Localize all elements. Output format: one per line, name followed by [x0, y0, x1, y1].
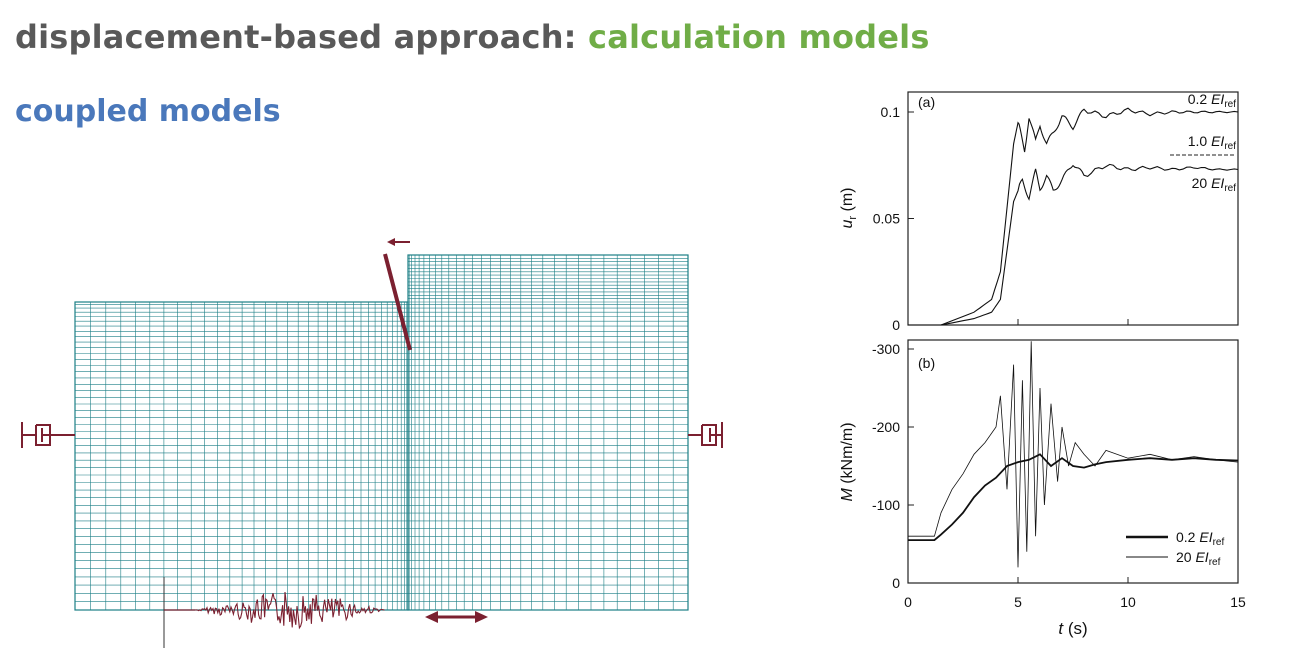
plot-b-ytick-label: -200 — [872, 419, 900, 435]
plot-b-ylabel: M (kNm/m) — [839, 422, 856, 501]
legend-0-num: 0.2 — [1176, 529, 1196, 545]
label-a3-sub: ref — [1224, 183, 1236, 194]
series-label-1.0: 1.0 EIref — [1188, 133, 1236, 152]
page-subtitle: coupled models — [15, 94, 281, 129]
accelerogram-icon — [163, 577, 385, 648]
label-a2-ei: EI — [1211, 133, 1224, 149]
legend-1-num: 20 — [1176, 549, 1192, 565]
plot-a-ytick-label: 0.05 — [873, 211, 900, 227]
plot-b-legend: 0.2 EIref 20 EIref — [1126, 529, 1224, 568]
legend-0-sub: ref — [1213, 537, 1225, 548]
plot-a-line-2 — [908, 163, 1239, 326]
plot-b-x-ticks: 0 5 10 15 — [904, 577, 1246, 610]
legend-label-20: 20 EIref — [1176, 549, 1221, 568]
plot-a-ylabel: ur (m) — [839, 187, 859, 228]
label-a2-num: 1.0 — [1188, 133, 1208, 149]
plot-b-ytick-label: -100 — [872, 497, 900, 513]
plot-a-ylabel-unit: (m) — [839, 187, 856, 215]
plot-b-line-0 — [908, 453, 1239, 541]
legend-0-ei: EI — [1199, 529, 1212, 545]
shaking-arrow-icon — [425, 611, 488, 623]
plot-b-xtick-label: 5 — [1014, 594, 1022, 610]
mesh-grid — [74, 254, 689, 611]
plot-b-panel-label: (b) — [918, 355, 935, 371]
series-label-20: 20 EIref — [1192, 175, 1237, 194]
plot-a-x-ticks — [907, 319, 1239, 325]
plot-a-frame — [907, 91, 1239, 326]
label-a3-num: 20 — [1192, 175, 1208, 191]
plot-a-ytick-label: 0.1 — [881, 104, 901, 120]
legend-1-ei: EI — [1195, 549, 1208, 565]
plot-a-ylabel-main: u — [839, 220, 856, 229]
plot-a-series — [908, 107, 1239, 326]
series-label-0.2: 0.2 EIref — [1188, 91, 1236, 110]
plot-a-y-ticks: 0 0.05 0.1 — [873, 104, 914, 333]
plot-b-xtick-label: 10 — [1120, 594, 1136, 610]
plot-b-line-1 — [908, 341, 1239, 568]
wall-arrow-icon — [387, 238, 410, 246]
legend-1-sub: ref — [1209, 557, 1221, 568]
plot-b-ylabel-main: M — [839, 488, 856, 502]
plot-a-ylabel-sub: r — [847, 216, 859, 220]
plot-b-ytick-label: -300 — [872, 341, 900, 357]
plot-b-ytick-label: 0 — [892, 575, 900, 591]
label-a1-sub: ref — [1224, 99, 1236, 110]
plot-b-xlabel-unit: (s) — [1063, 619, 1088, 638]
label-a3-ei: EI — [1211, 175, 1224, 191]
label-a1-num: 0.2 — [1188, 91, 1208, 107]
left-dashpot-icon — [21, 422, 75, 448]
plot-b-xlabel-main: t — [1058, 619, 1064, 638]
plot-b-y-ticks: 0 -100 -200 -300 — [872, 341, 914, 591]
plot-b-xtick-label: 0 — [904, 594, 912, 610]
plot-a-line-0 — [908, 107, 1239, 326]
plot-b-xtick-label: 15 — [1230, 594, 1246, 610]
retaining-wall — [383, 253, 412, 351]
plot-a-panel-label: (a) — [918, 94, 935, 110]
plot-b-ylabel-unit: (kNm/m) — [839, 422, 856, 488]
title-prefix: displacement-based approach: — [15, 18, 589, 56]
plot-a-ytick-label: 0 — [892, 317, 900, 333]
fem-mesh-figure — [21, 238, 723, 648]
label-a2-sub: ref — [1224, 141, 1236, 152]
plot-b-frame — [907, 339, 1239, 584]
response-plots: (a) 00.050.1 ur (m) 0.2 EIref 1.0 EIref … — [839, 91, 1246, 638]
legend-label-0.2: 0.2 EIref — [1176, 529, 1224, 548]
title-accent: calculation models — [588, 18, 930, 56]
plot-b-series — [908, 341, 1239, 568]
label-a1-ei: EI — [1211, 91, 1224, 107]
page-title: displacement-based approach: calculation… — [15, 18, 930, 56]
right-dashpot-icon — [688, 422, 723, 448]
plot-b-xlabel: t (s) — [1058, 619, 1087, 638]
